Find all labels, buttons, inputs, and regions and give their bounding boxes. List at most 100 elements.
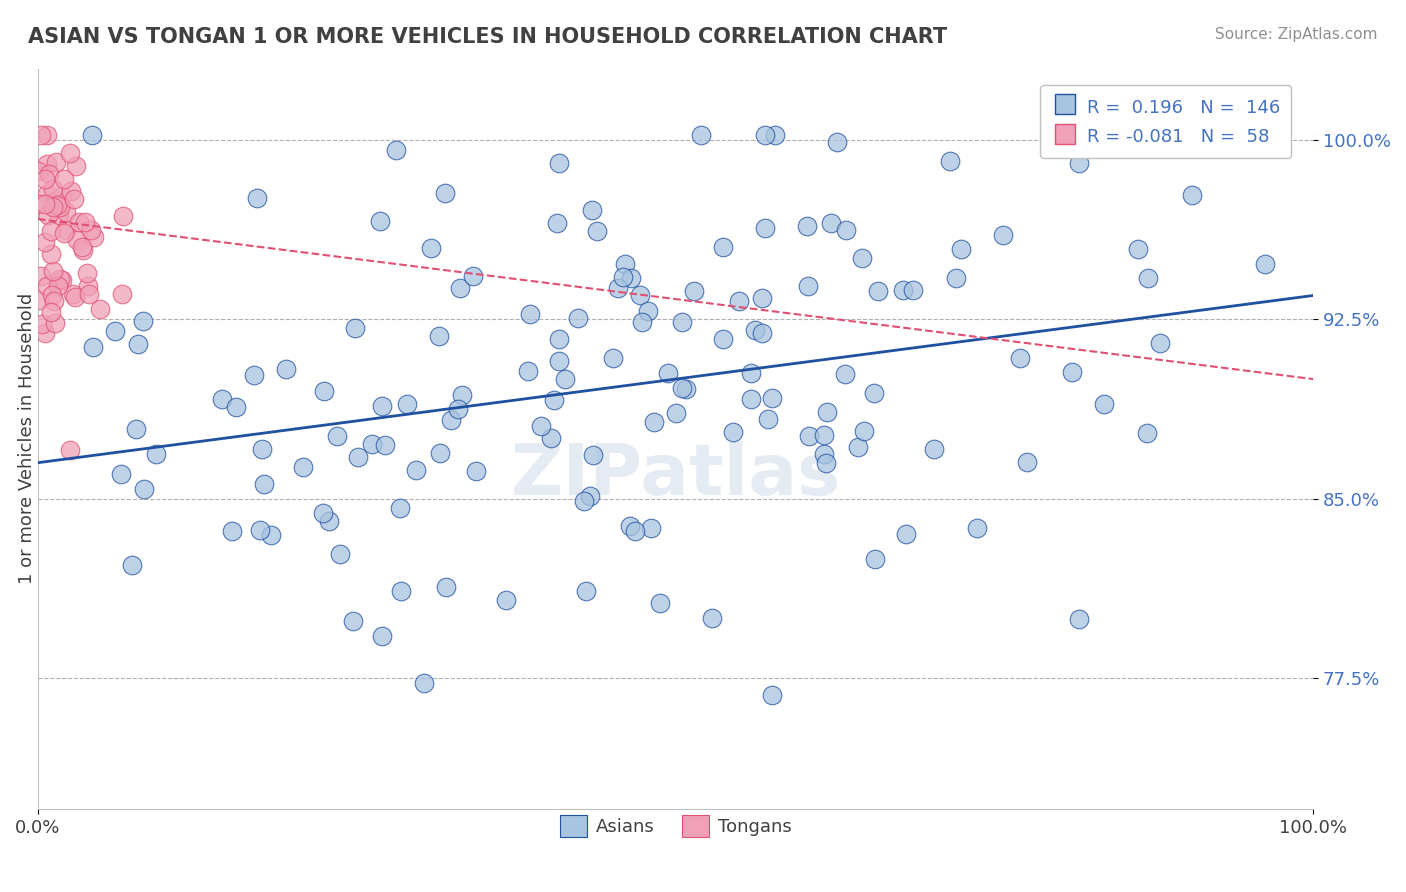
Point: [80, 128, 103, 143]
Point: [76, 266, 98, 280]
Point: [30, 268, 52, 283]
Point: [37, 208, 59, 222]
Point: [329, 547, 352, 561]
Point: [249, 523, 271, 537]
Point: [572, 494, 595, 508]
Point: [519, 307, 541, 321]
Point: [579, 490, 602, 504]
Point: [42, 200, 65, 214]
Point: [835, 223, 858, 237]
Point: [55, 205, 77, 219]
Point: [111, 286, 134, 301]
Point: [63, 192, 86, 206]
Point: [516, 364, 538, 378]
Legend: Asians, Tongans: Asians, Tongans: [553, 808, 799, 845]
Point: [34, 235, 56, 249]
Point: [132, 313, 155, 327]
Point: [1092, 397, 1115, 411]
Point: [711, 332, 734, 346]
Point: [45, 155, 67, 169]
Point: [640, 521, 662, 535]
Text: ASIAN VS TONGAN 1 OR MORE VEHICLES IN HOUSEHOLD CORRELATION CHART: ASIAN VS TONGAN 1 OR MORE VEHICLES IN HO…: [28, 27, 948, 46]
Point: [326, 429, 349, 443]
Point: [42, 293, 65, 308]
Point: [65, 159, 87, 173]
Point: [405, 463, 427, 477]
Point: [728, 294, 751, 309]
Point: [253, 477, 276, 491]
Point: [89, 301, 111, 316]
Point: [389, 583, 412, 598]
Point: [225, 400, 247, 414]
Point: [274, 362, 297, 376]
Point: [80, 222, 103, 236]
Point: [55, 223, 77, 237]
Point: [796, 219, 818, 234]
Point: [945, 270, 967, 285]
Point: [30, 128, 52, 143]
Point: [439, 413, 461, 427]
Point: [44, 316, 66, 330]
Point: [450, 387, 472, 401]
Point: [70, 240, 93, 254]
Point: [754, 128, 776, 143]
Point: [28, 293, 51, 307]
Point: [73, 214, 96, 228]
Point: [643, 416, 665, 430]
Point: [65, 290, 87, 304]
Point: [813, 427, 835, 442]
Point: [581, 202, 603, 217]
Point: [675, 382, 697, 396]
Y-axis label: 1 or more Vehicles in Household: 1 or more Vehicles in Household: [18, 293, 35, 584]
Point: [59, 145, 82, 160]
Point: [52, 226, 75, 240]
Point: [385, 144, 408, 158]
Point: [548, 354, 571, 368]
Point: [814, 456, 837, 470]
Point: [434, 186, 457, 200]
Point: [606, 281, 628, 295]
Point: [66, 233, 89, 247]
Point: [124, 422, 146, 436]
Point: [711, 240, 734, 254]
Text: ZIPatlas: ZIPatlas: [510, 442, 841, 510]
Point: [127, 337, 149, 351]
Point: [853, 424, 876, 438]
Point: [700, 610, 723, 624]
Point: [77, 287, 100, 301]
Point: [865, 552, 887, 566]
Point: [754, 220, 776, 235]
Point: [547, 332, 569, 346]
Point: [59, 442, 82, 457]
Text: Source: ZipAtlas.com: Source: ZipAtlas.com: [1215, 27, 1378, 42]
Point: [41, 224, 63, 238]
Point: [35, 157, 58, 171]
Point: [374, 438, 396, 452]
Point: [546, 216, 568, 230]
Point: [344, 321, 367, 335]
Point: [689, 128, 711, 143]
Point: [342, 614, 364, 628]
Point: [1062, 364, 1084, 378]
Point: [922, 442, 945, 457]
Point: [31, 317, 53, 331]
Point: [51, 273, 73, 287]
Point: [465, 464, 488, 478]
Point: [567, 310, 589, 325]
Point: [575, 584, 598, 599]
Point: [72, 243, 94, 257]
Point: [46, 278, 69, 293]
Point: [761, 688, 783, 702]
Point: [371, 399, 394, 413]
Point: [619, 271, 641, 285]
Point: [966, 521, 988, 535]
Point: [547, 156, 569, 170]
Point: [312, 384, 335, 398]
Point: [648, 596, 671, 610]
Point: [530, 418, 553, 433]
Point: [292, 460, 315, 475]
Point: [62, 287, 84, 301]
Point: [447, 401, 470, 416]
Point: [312, 506, 335, 520]
Point: [112, 209, 135, 223]
